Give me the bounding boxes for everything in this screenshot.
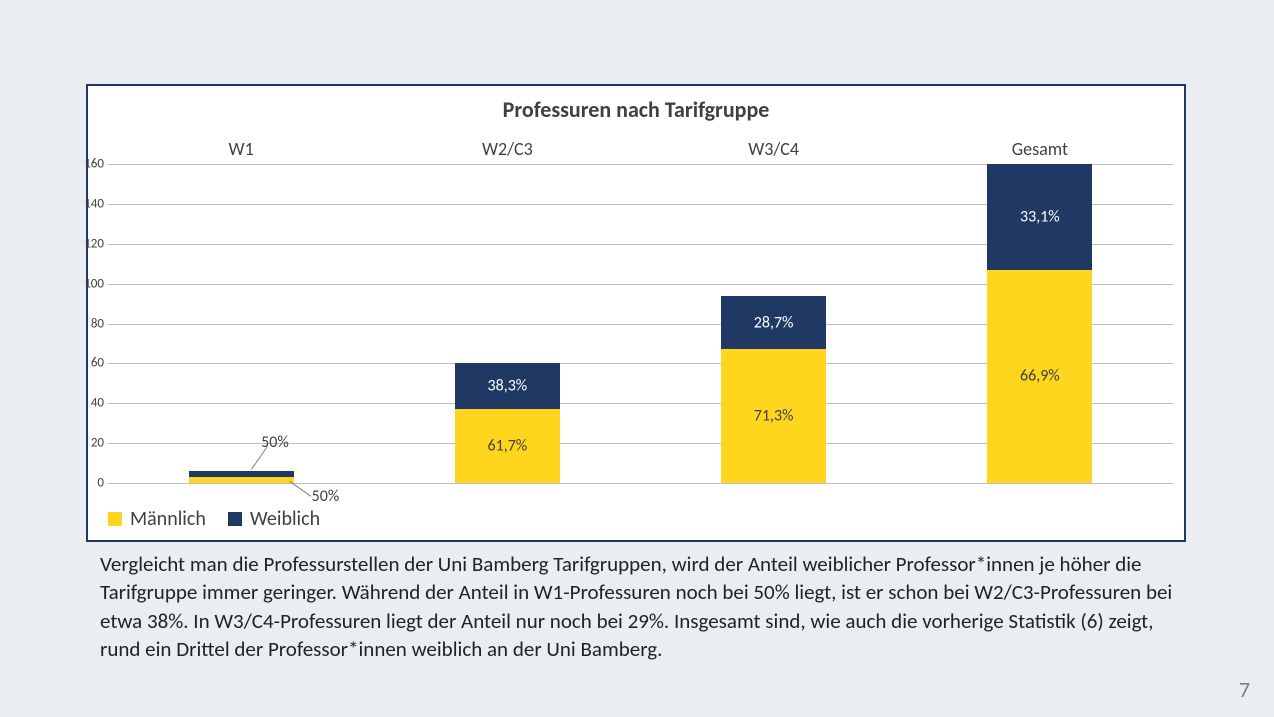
category-label: W1: [229, 138, 254, 160]
bar-seg-female: [189, 471, 294, 477]
bar-pct-label: 38,3%: [455, 377, 560, 396]
legend-label-female: Weiblich: [250, 507, 320, 531]
bar-seg-male: [189, 477, 294, 483]
y-tick-label: 40: [66, 396, 104, 411]
plot-area: 02040608010012014016050%50%61,7%38,3%71,…: [108, 164, 1173, 483]
y-tick-label: 0: [66, 476, 104, 491]
leader-line: [251, 446, 268, 470]
chart-title: Professuren nach Tarifgruppe: [88, 96, 1184, 123]
bar-pct-label: 33,1%: [987, 207, 1092, 226]
chart-container: Professuren nach Tarifgruppe W1 W2/C3 W3/C…: [86, 84, 1186, 542]
bar-pct-label: 71,3%: [721, 407, 826, 426]
category-labels: W1 W2/C3 W3/C4 Gesamt: [88, 138, 1184, 162]
legend-swatch-female: [228, 512, 242, 526]
legend-label-male: Männlich: [130, 507, 206, 531]
legend-item-male: Männlich: [108, 507, 206, 531]
y-tick-label: 140: [66, 196, 104, 211]
category-label: W3/C4: [748, 138, 799, 160]
y-tick-label: 20: [66, 436, 104, 451]
category-label: W2/C3: [482, 138, 533, 160]
y-tick-label: 80: [66, 316, 104, 331]
bar-pct-label: 28,7%: [721, 313, 826, 332]
page-number: 7: [1239, 676, 1250, 703]
y-tick-label: 160: [66, 157, 104, 172]
bar-pct-label: 66,9%: [987, 367, 1092, 386]
caption-text: Vergleicht man die Professurstellen der …: [100, 550, 1176, 663]
legend-item-female: Weiblich: [228, 507, 320, 531]
bar-pct-label: 61,7%: [455, 437, 560, 456]
y-tick-label: 120: [66, 236, 104, 251]
legend: Männlich Weiblich: [108, 504, 320, 534]
legend-swatch-male: [108, 512, 122, 526]
category-label: Gesamt: [1012, 138, 1068, 160]
y-tick-label: 100: [66, 276, 104, 291]
y-tick-label: 60: [66, 356, 104, 371]
slide: Professuren nach Tarifgruppe W1 W2/C3 W3/C…: [0, 0, 1274, 717]
gridline: [108, 483, 1173, 484]
